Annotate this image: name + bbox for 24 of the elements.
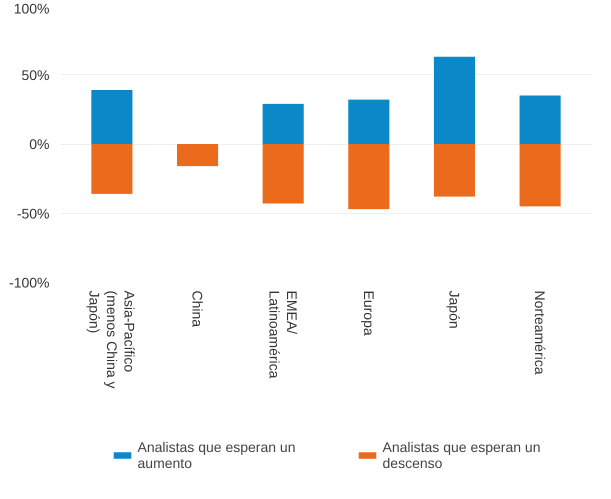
x-tick-label: China [190, 290, 206, 328]
x-tick-label: Europa [360, 290, 377, 336]
bar [434, 56, 476, 144]
bar [520, 96, 561, 144]
bar [348, 144, 390, 210]
y-tick-label: 0% [29, 136, 50, 152]
y-tick-label: 100% [14, 0, 50, 16]
x-tick-label: Asia-Pacífico (menos China y Japón) [86, 290, 138, 389]
x-tick-label: Norteamérica [532, 290, 548, 375]
bar [176, 144, 218, 166]
bar [91, 90, 132, 144]
legend-label: Analistas que esperan un descenso [382, 439, 540, 471]
bar [262, 144, 304, 204]
x-tick-label: Japón [446, 290, 462, 329]
x-tick-label: EMEA/ Latinoamérica [266, 290, 300, 379]
y-tick-label: -100% [9, 274, 50, 290]
legend-label: Analistas que esperan un aumento [138, 439, 296, 471]
bar [262, 104, 304, 144]
bar [348, 100, 390, 144]
y-tick-label: -50% [16, 205, 50, 222]
bar [434, 144, 476, 197]
bar [91, 144, 132, 194]
y-tick-label: 50% [21, 66, 50, 83]
bar [520, 144, 561, 206]
